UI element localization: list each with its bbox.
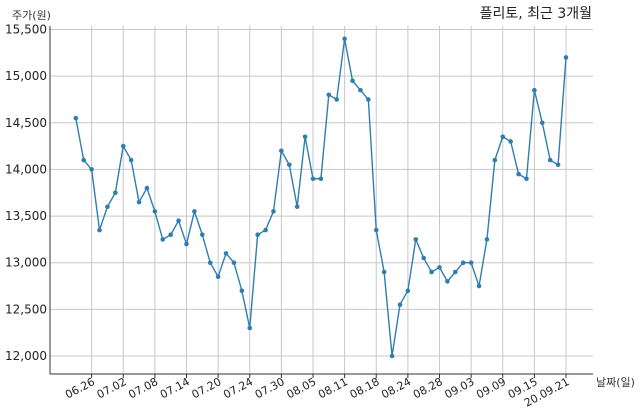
data-point <box>286 162 292 168</box>
data-point <box>397 302 403 307</box>
y-tick-label: 13,000 <box>5 256 47 270</box>
data-point <box>207 260 213 266</box>
data-point <box>302 134 308 140</box>
data-point <box>279 148 284 154</box>
data-point <box>460 260 466 266</box>
data-point <box>516 171 521 177</box>
data-point <box>168 232 173 238</box>
data-point <box>476 283 482 289</box>
data-point <box>73 115 79 121</box>
grid <box>50 26 593 374</box>
data-point <box>342 36 347 42</box>
x-tick-label: 07.24 <box>221 375 255 401</box>
data-point <box>184 241 189 247</box>
data-point <box>350 78 355 84</box>
data-point <box>508 139 513 144</box>
x-axis-label: 날짜(일) <box>596 375 635 389</box>
y-tick-label: 14,500 <box>5 116 47 130</box>
data-point <box>429 269 434 275</box>
data-point <box>247 325 253 331</box>
data-point <box>381 269 387 275</box>
data-point <box>539 120 545 126</box>
data-point <box>294 204 300 210</box>
data-point <box>144 185 150 191</box>
x-tick-label: 09.09 <box>474 375 508 401</box>
data-point <box>500 134 506 140</box>
data-point <box>437 265 442 270</box>
x-tick-label: 09.03 <box>443 375 477 401</box>
price-series <box>73 36 569 359</box>
data-point <box>421 255 426 261</box>
data-point <box>105 204 110 210</box>
data-point <box>113 190 118 196</box>
data-point <box>445 279 450 284</box>
data-point <box>128 157 134 163</box>
data-point <box>200 232 205 238</box>
data-point <box>468 260 474 266</box>
data-point <box>231 260 237 266</box>
data-point <box>334 97 340 102</box>
data-point <box>524 176 529 182</box>
data-point <box>136 199 142 205</box>
y-tick-label: 15,000 <box>5 69 47 83</box>
x-tick-label: 08.28 <box>411 375 445 401</box>
x-tick-label: 07.02 <box>95 375 129 401</box>
data-point <box>152 209 158 214</box>
x-tick-label: 07.14 <box>158 375 192 401</box>
data-point <box>373 227 379 233</box>
data-point <box>120 143 126 149</box>
data-point <box>263 227 268 233</box>
x-tick-label: 08.24 <box>379 375 413 401</box>
data-point <box>310 176 316 182</box>
data-point <box>81 157 87 163</box>
x-tick-label: 08.05 <box>284 375 318 401</box>
data-point <box>484 237 490 242</box>
x-tick-label: 08.18 <box>348 375 382 401</box>
data-point <box>413 237 419 242</box>
data-point <box>532 87 537 93</box>
price-line <box>75 38 567 357</box>
data-point <box>318 176 324 182</box>
y-axis-label: 주가(원) <box>12 9 51 22</box>
data-point <box>326 92 332 98</box>
x-tick-label: 07.20 <box>190 375 224 401</box>
data-point <box>389 353 395 359</box>
x-tick-label: 06.26 <box>63 375 97 401</box>
data-point <box>192 209 197 214</box>
data-point <box>492 157 498 163</box>
data-point <box>555 162 561 168</box>
data-point <box>255 232 260 238</box>
data-point <box>563 55 569 60</box>
data-point <box>97 227 102 233</box>
y-tick-label: 13,500 <box>5 209 47 223</box>
data-point <box>176 218 181 224</box>
y-tick-label: 14,000 <box>5 162 47 176</box>
y-tick-label: 12,000 <box>5 349 47 363</box>
data-point <box>89 167 94 172</box>
data-point <box>366 97 371 102</box>
data-point <box>547 157 553 163</box>
y-tick-label: 15,500 <box>5 23 47 37</box>
data-point <box>358 87 363 93</box>
data-point <box>223 251 229 256</box>
axes <box>49 26 593 378</box>
x-tick-label: 08.11 <box>316 375 350 401</box>
data-point <box>271 209 276 214</box>
data-point <box>215 274 221 280</box>
data-point <box>239 288 245 294</box>
chart-title: 플리토, 최근 3개월 <box>480 6 592 22</box>
x-tick-label: 07.08 <box>126 375 160 401</box>
data-point <box>453 269 458 275</box>
data-point <box>405 288 411 294</box>
data-point <box>160 237 166 242</box>
y-tick-label: 12,500 <box>5 302 47 316</box>
x-tick-label: 07.30 <box>253 375 287 401</box>
